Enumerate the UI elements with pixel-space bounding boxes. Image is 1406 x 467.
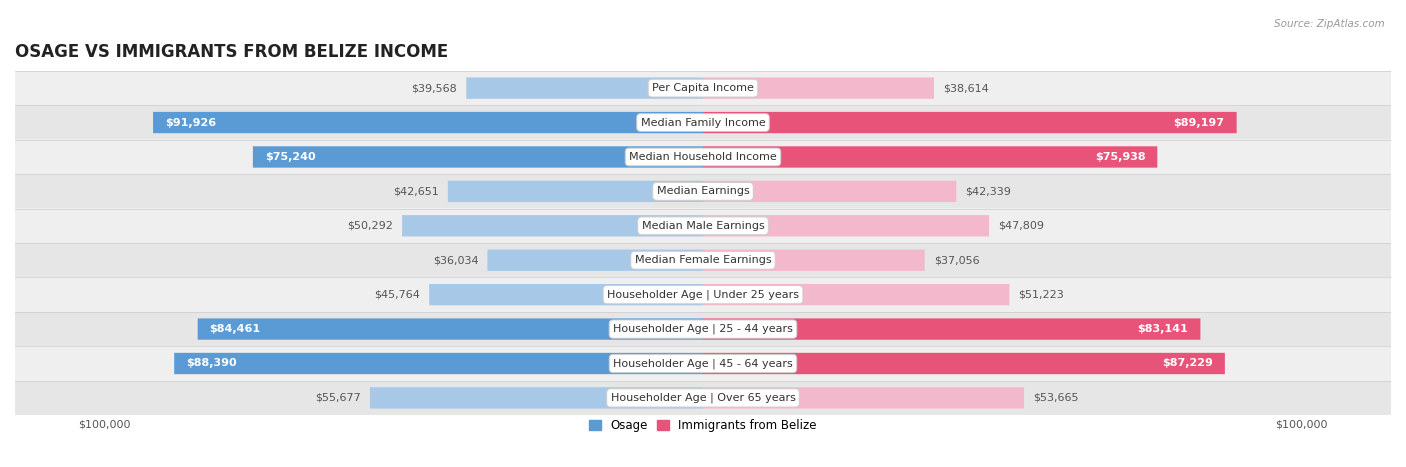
Text: $50,292: $50,292 <box>347 221 394 231</box>
Text: $37,056: $37,056 <box>934 255 980 265</box>
FancyBboxPatch shape <box>153 112 703 133</box>
FancyBboxPatch shape <box>174 353 703 374</box>
Text: $39,568: $39,568 <box>412 83 457 93</box>
FancyBboxPatch shape <box>15 243 1391 277</box>
FancyBboxPatch shape <box>467 78 703 99</box>
Text: $55,677: $55,677 <box>315 393 361 403</box>
Text: $91,926: $91,926 <box>165 118 217 127</box>
Text: $51,223: $51,223 <box>1018 290 1064 300</box>
FancyBboxPatch shape <box>402 215 703 236</box>
Text: Per Capita Income: Per Capita Income <box>652 83 754 93</box>
FancyBboxPatch shape <box>703 387 1024 409</box>
FancyBboxPatch shape <box>15 106 1391 140</box>
Text: Median Family Income: Median Family Income <box>641 118 765 127</box>
FancyBboxPatch shape <box>703 249 925 271</box>
Text: $84,461: $84,461 <box>209 324 260 334</box>
FancyBboxPatch shape <box>703 353 1225 374</box>
Legend: Osage, Immigrants from Belize: Osage, Immigrants from Belize <box>585 414 821 437</box>
Text: $89,197: $89,197 <box>1174 118 1225 127</box>
FancyBboxPatch shape <box>198 318 703 340</box>
FancyBboxPatch shape <box>449 181 703 202</box>
FancyBboxPatch shape <box>703 112 1237 133</box>
Text: $36,034: $36,034 <box>433 255 478 265</box>
Text: Source: ZipAtlas.com: Source: ZipAtlas.com <box>1274 19 1385 28</box>
FancyBboxPatch shape <box>703 181 956 202</box>
Text: $45,764: $45,764 <box>374 290 420 300</box>
FancyBboxPatch shape <box>15 71 1391 106</box>
FancyBboxPatch shape <box>15 209 1391 243</box>
FancyBboxPatch shape <box>15 140 1391 174</box>
FancyBboxPatch shape <box>429 284 703 305</box>
FancyBboxPatch shape <box>15 277 1391 312</box>
Text: $38,614: $38,614 <box>943 83 988 93</box>
FancyBboxPatch shape <box>253 146 703 168</box>
FancyBboxPatch shape <box>703 318 1201 340</box>
Text: Householder Age | Under 25 years: Householder Age | Under 25 years <box>607 290 799 300</box>
Text: $75,938: $75,938 <box>1095 152 1146 162</box>
FancyBboxPatch shape <box>703 78 934 99</box>
FancyBboxPatch shape <box>15 381 1391 415</box>
Text: OSAGE VS IMMIGRANTS FROM BELIZE INCOME: OSAGE VS IMMIGRANTS FROM BELIZE INCOME <box>15 43 449 61</box>
Text: Median Male Earnings: Median Male Earnings <box>641 221 765 231</box>
FancyBboxPatch shape <box>703 146 1157 168</box>
Text: $53,665: $53,665 <box>1033 393 1078 403</box>
FancyBboxPatch shape <box>488 249 703 271</box>
FancyBboxPatch shape <box>703 284 1010 305</box>
FancyBboxPatch shape <box>370 387 703 409</box>
Text: $42,651: $42,651 <box>394 186 439 197</box>
Text: Householder Age | Over 65 years: Householder Age | Over 65 years <box>610 393 796 403</box>
Text: $47,809: $47,809 <box>998 221 1045 231</box>
Text: $87,229: $87,229 <box>1161 359 1213 368</box>
Text: $88,390: $88,390 <box>186 359 236 368</box>
FancyBboxPatch shape <box>15 174 1391 209</box>
Text: Householder Age | 45 - 64 years: Householder Age | 45 - 64 years <box>613 358 793 369</box>
FancyBboxPatch shape <box>15 347 1391 381</box>
Text: Householder Age | 25 - 44 years: Householder Age | 25 - 44 years <box>613 324 793 334</box>
FancyBboxPatch shape <box>15 312 1391 347</box>
FancyBboxPatch shape <box>703 215 988 236</box>
Text: Median Earnings: Median Earnings <box>657 186 749 197</box>
Text: $83,141: $83,141 <box>1137 324 1188 334</box>
Text: $75,240: $75,240 <box>264 152 315 162</box>
Text: $42,339: $42,339 <box>966 186 1011 197</box>
Text: Median Household Income: Median Household Income <box>628 152 778 162</box>
Text: Median Female Earnings: Median Female Earnings <box>634 255 772 265</box>
